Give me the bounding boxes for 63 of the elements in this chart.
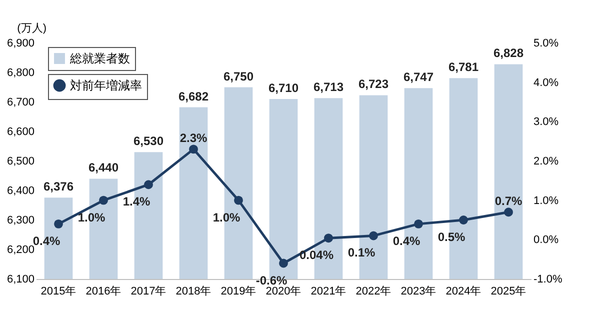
point xyxy=(144,180,153,190)
y-tick-label: 6,400 xyxy=(6,185,34,197)
data-label: 6,828 xyxy=(493,46,524,60)
y-tick-label: 6,100 xyxy=(6,274,34,286)
data-label: 0.4% xyxy=(32,234,60,248)
y-tick-label: 6,900 xyxy=(6,38,34,50)
x-tick-label: 2015年 xyxy=(40,286,76,298)
y-tick-label: 6,300 xyxy=(6,214,34,226)
x-tick-label: 2021年 xyxy=(310,286,346,298)
point xyxy=(234,196,243,205)
y-axis-title: (万人) xyxy=(17,22,46,34)
y2-tick-label: 0.0% xyxy=(534,234,559,246)
y-tick-label: 6,600 xyxy=(6,126,34,138)
point xyxy=(369,231,378,240)
point xyxy=(189,144,198,154)
y2-tick-label: -1.0% xyxy=(534,274,562,286)
y-tick-label: 6,200 xyxy=(6,244,34,256)
x-tick-label: 2016年 xyxy=(86,286,122,298)
data-label: 6,781 xyxy=(448,60,479,74)
y2-tick-label: 1.0% xyxy=(534,194,559,207)
data-label: 6,750 xyxy=(223,69,254,84)
point xyxy=(324,234,333,243)
data-label: 6,747 xyxy=(403,70,434,84)
x-tick-label: 2025年 xyxy=(490,286,526,298)
data-label: 6,376 xyxy=(43,180,74,194)
data-label: 0.5% xyxy=(438,230,466,244)
x-tick-label: 2020年 xyxy=(266,286,302,298)
data-label: 6,710 xyxy=(268,81,299,96)
x-tick-label: 2019年 xyxy=(220,286,256,298)
point xyxy=(459,216,468,224)
data-label: -0.6% xyxy=(256,273,288,288)
data-label: 0.04% xyxy=(299,248,334,262)
data-label: 6,530 xyxy=(133,134,164,148)
data-label: 1.4% xyxy=(122,194,150,209)
y2-tick-label: 3.0% xyxy=(534,116,559,128)
data-label: 0.4% xyxy=(392,234,420,248)
point xyxy=(99,196,108,205)
data-label: 0.1% xyxy=(348,246,376,260)
y-tick-label: 6,500 xyxy=(6,156,34,168)
x-tick-label: 2018年 xyxy=(176,286,212,298)
data-label: 2.3% xyxy=(180,131,208,146)
legend-label: 総就業者数 xyxy=(69,52,130,66)
x-tick-label: 2023年 xyxy=(400,286,436,298)
point xyxy=(504,208,513,217)
y2-tick-label: 4.0% xyxy=(534,76,559,89)
x-tick-label: 2024年 xyxy=(446,286,482,298)
data-label: 1.0% xyxy=(78,210,106,224)
y2-tick-label: 5.0% xyxy=(534,38,559,50)
x-tick-label: 2022年 xyxy=(356,286,392,298)
point xyxy=(54,219,63,228)
data-label: 0.7% xyxy=(494,194,522,208)
y-tick-label: 6,800 xyxy=(6,67,34,79)
legend-label: 対前年増減率 xyxy=(70,78,142,92)
data-label: 6,682 xyxy=(178,89,209,104)
point xyxy=(279,258,288,268)
y2-tick-label: 2.0% xyxy=(534,156,559,168)
data-label: 1.0% xyxy=(212,210,240,224)
point xyxy=(414,219,423,228)
x-tick-label: 2017年 xyxy=(130,286,166,298)
data-label: 6,713 xyxy=(313,80,344,94)
data-label: 6,723 xyxy=(358,77,389,92)
data-label: 6,440 xyxy=(88,160,119,175)
y-tick-label: 6,700 xyxy=(6,96,34,108)
